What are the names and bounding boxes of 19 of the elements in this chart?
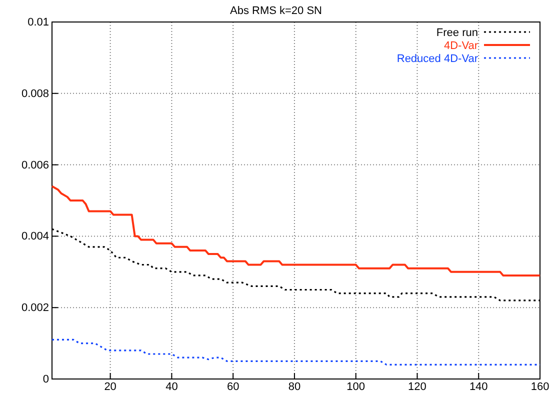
y-tick-label: 0.002: [21, 302, 49, 314]
y-tick-label: 0: [42, 374, 49, 386]
x-tick-label: 100: [346, 380, 366, 393]
x-tick-label: 120: [408, 380, 426, 393]
chart-title: Abs RMS k=20 SN: [230, 5, 322, 17]
legend-label: Free run: [436, 27, 478, 39]
legend-label: 4D-Var: [444, 40, 478, 52]
y-tick-label: 0.01: [28, 16, 49, 29]
x-tick-label: 140: [469, 380, 488, 393]
y-tick-label: 0.008: [21, 88, 49, 100]
x-tick-label: 60: [226, 380, 240, 393]
x-tick-label: 40: [166, 380, 178, 393]
line-series: [51, 185, 541, 276]
x-tick-label: 20: [104, 380, 116, 393]
legend-label: Reduced 4D-Var: [396, 53, 478, 65]
y-tick-label: 0.004: [21, 230, 49, 243]
x-tick-label: 80: [288, 380, 301, 393]
x-tick-label: 160: [530, 380, 550, 393]
y-tick-label: 0.006: [21, 159, 49, 172]
